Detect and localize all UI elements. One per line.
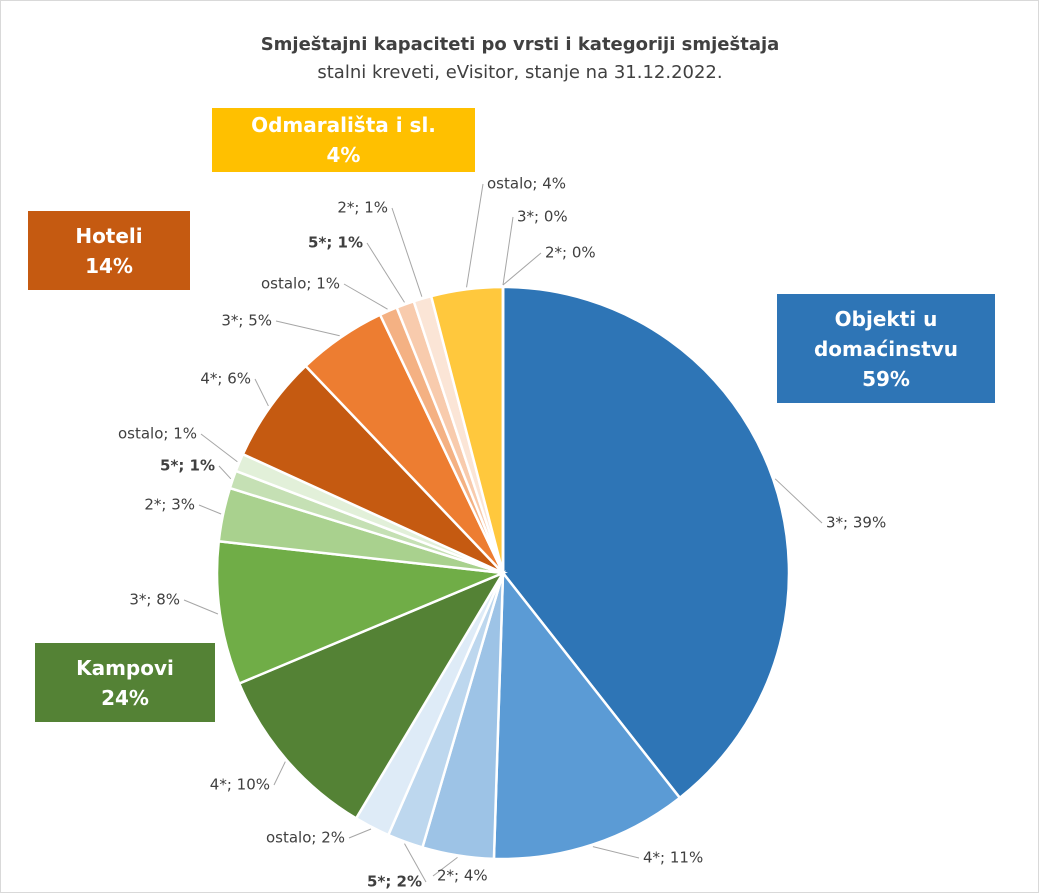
pie-slice [501, 285, 791, 800]
leader-line [592, 846, 640, 859]
data-label: 4*; 10% [210, 776, 270, 794]
pie-slice [215, 539, 508, 686]
group-label: Objekti u domaćinstvu 59% [777, 294, 995, 403]
leader-line [432, 856, 458, 877]
leader-line [404, 843, 427, 883]
group-name: Kampovi [76, 655, 174, 680]
data-label: 3*; 5% [221, 312, 272, 330]
pie-slice [237, 570, 507, 821]
data-label: 4*; 6% [200, 370, 251, 388]
group-value: 14% [85, 253, 133, 278]
group-value: 4% [326, 143, 361, 167]
data-label: ostalo; 4% [487, 175, 566, 193]
leader-line [254, 378, 269, 407]
leader-line [218, 465, 232, 480]
leader-line [466, 183, 484, 288]
data-label: 2*; 0% [545, 244, 596, 262]
data-label: 2*; 4% [437, 867, 488, 885]
data-label: 2*; 3% [144, 496, 195, 514]
group-label: Kampovi 24% [35, 643, 215, 722]
data-label: 2*; 1% [337, 199, 388, 217]
data-label: ostalo; 2% [266, 829, 345, 847]
group-value: 24% [101, 685, 149, 710]
leader-line [391, 207, 423, 297]
group-name: Odmarališta i sl. [251, 113, 436, 137]
data-label: 3*; 0% [517, 208, 568, 226]
leader-line [183, 599, 219, 615]
leader-line [343, 283, 388, 310]
leader-line [273, 761, 286, 786]
data-label: ostalo; 1% [261, 275, 340, 293]
leader-line [502, 252, 542, 286]
group-name: Hoteli [75, 223, 143, 248]
data-label: 5*; 2% [367, 873, 422, 891]
data-label: 4*; 11% [643, 849, 703, 867]
leader-line [200, 433, 238, 463]
data-label: 3*; 39% [826, 514, 886, 532]
data-label: 3*; 8% [129, 591, 180, 609]
data-label: 5*; 1% [308, 234, 363, 252]
leader-line [198, 504, 222, 515]
group-label: Odmarališta i sl. 4% [212, 108, 475, 172]
leader-line [366, 242, 405, 303]
chart-title: Smještajni kapaciteti po vrsti i kategor… [261, 34, 780, 55]
chart-subtitle: stalni kreveti, eVisitor, stanje na 31.1… [317, 62, 722, 83]
group-name: Objekti u domaćinstvu [813, 306, 959, 361]
pie-slice [492, 569, 682, 861]
leader-line [275, 320, 340, 337]
data-label: ostalo; 1% [118, 425, 197, 443]
group-value: 59% [862, 366, 910, 391]
data-label: 5*; 1% [160, 457, 215, 475]
leader-line [348, 828, 372, 839]
leader-line [502, 216, 514, 286]
group-label: Hoteli 14% [28, 211, 190, 290]
leader-line [774, 478, 823, 524]
